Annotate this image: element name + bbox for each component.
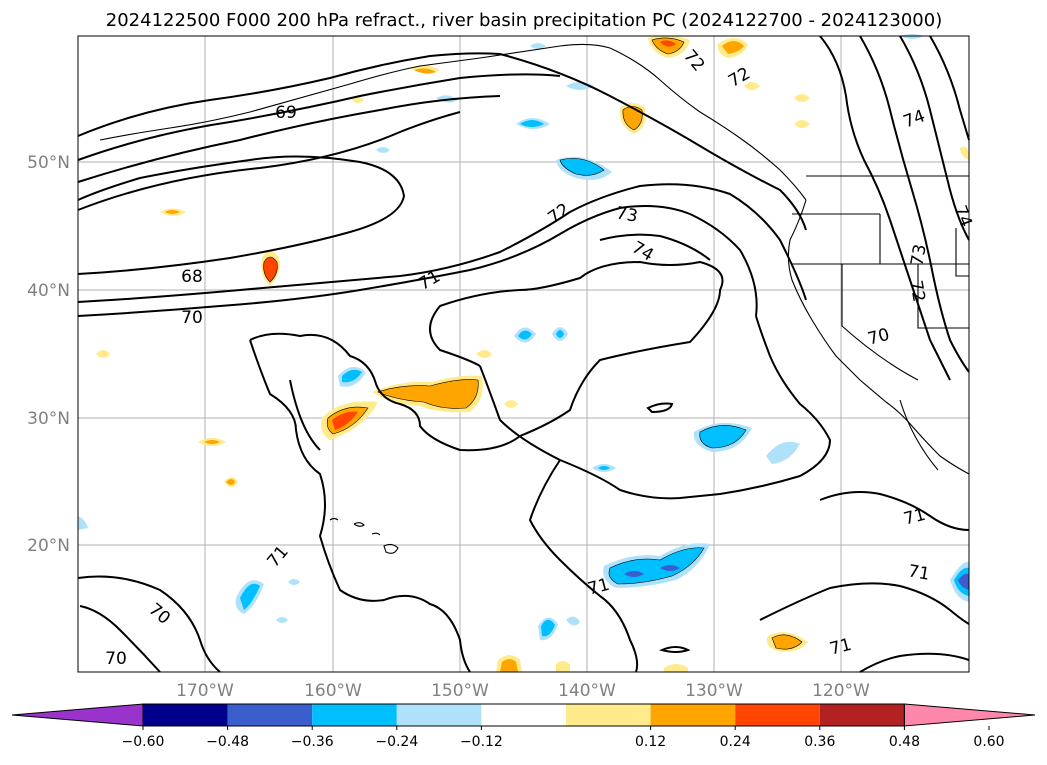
colorbar-tick-label: 0.60	[973, 734, 1004, 750]
colorbar-outline	[142, 703, 905, 727]
colorbar-cells	[11, 703, 1036, 727]
contour-label: 73	[907, 243, 930, 268]
colorbar-cell	[396, 704, 482, 726]
colorbar-cell	[312, 704, 397, 726]
colorbar-tick-label: 0.12	[635, 734, 666, 750]
map-frame	[77, 35, 970, 673]
colorbar-tick-label: 0.36	[804, 734, 835, 750]
colorbar-cell	[566, 704, 651, 726]
colorbar-extend-low	[11, 703, 144, 727]
colorbar: −0.60 −0.48 −0.36 −0.24 −0.12 0.12 0.24 0.36 0.4…	[11, 703, 1036, 750]
lon-label: 120°W	[812, 681, 870, 701]
map-title: 2024122500 F000 200 hPa refract., river …	[106, 10, 942, 31]
lat-label: 40°N	[27, 281, 70, 301]
map-panel: 69 68 70 71 72 73 74 72 72 74 74 73 72 7…	[77, 34, 976, 673]
colorbar-tick-label: −0.36	[291, 734, 334, 750]
contour-label: 70	[105, 649, 127, 669]
refractivity-contours	[77, 35, 970, 673]
lat-label: 30°N	[27, 409, 70, 429]
contour-label: 73	[614, 203, 639, 226]
latitude-labels: 50°N 40°N 30°N 20°N	[27, 153, 70, 556]
colorbar-cell	[227, 704, 313, 726]
lon-label: 160°W	[304, 681, 362, 701]
lat-label: 20°N	[27, 536, 70, 556]
colorbar-tick-label: −0.12	[460, 734, 503, 750]
lon-label: 150°W	[431, 681, 489, 701]
patch-outlines	[263, 37, 803, 650]
longitude-labels: 170°W 160°W 150°W 140°W 130°W 120°W	[176, 681, 870, 701]
colorbar-ticks: −0.60 −0.48 −0.36 −0.24 −0.12 0.12 0.24 0.36 0.4…	[122, 726, 1005, 750]
lon-label: 170°W	[176, 681, 234, 701]
graticule	[78, 36, 969, 672]
contour-label: 70	[181, 308, 203, 328]
lat-label: 50°N	[27, 153, 70, 173]
colorbar-cell	[143, 704, 228, 726]
contour-label: 71	[906, 561, 931, 584]
colorbar-tick-label: −0.60	[122, 734, 165, 750]
contour-label: 69	[275, 103, 297, 123]
lon-label: 140°W	[558, 681, 616, 701]
contour-label: 72	[905, 279, 928, 304]
colorbar-cell	[735, 704, 820, 726]
colorbar-cell	[650, 704, 736, 726]
colorbar-cell	[481, 704, 566, 726]
contour-label: 68	[181, 267, 203, 287]
colorbar-tick-label: −0.24	[375, 734, 418, 750]
colorbar-tick-label: 0.48	[889, 734, 920, 750]
colorbar-cell	[819, 704, 905, 726]
colorbar-tick-label: −0.48	[206, 734, 249, 750]
colorbar-extend-high	[903, 703, 1036, 727]
colorbar-tick-label: 0.24	[720, 734, 751, 750]
coastlines	[99, 43, 970, 554]
lon-label: 130°W	[685, 681, 743, 701]
